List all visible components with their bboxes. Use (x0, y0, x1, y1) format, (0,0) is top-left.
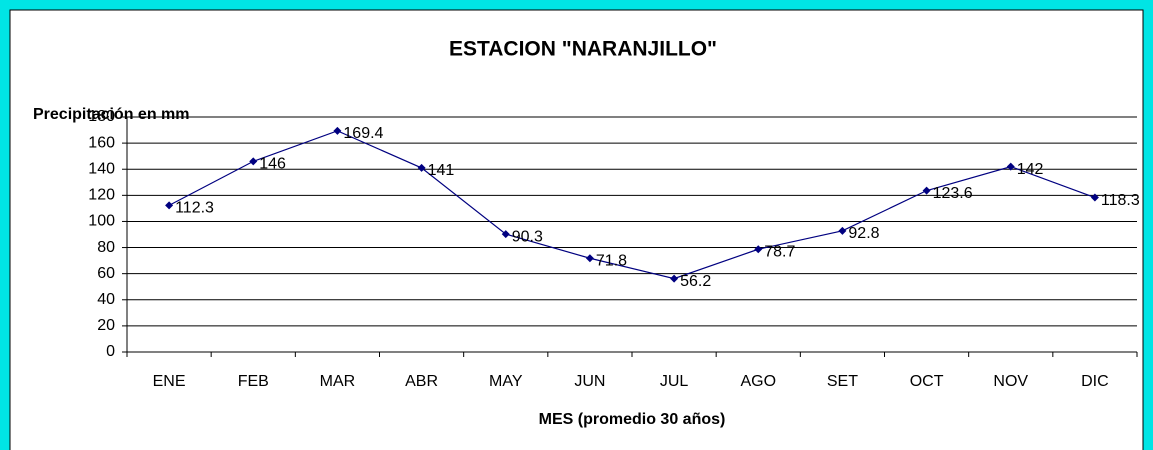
chart-area (9, 9, 1144, 450)
x-tick-label: AGO (740, 373, 776, 390)
x-axis-label: MES (promedio 30 años) (539, 411, 726, 428)
y-tick-label: 40 (97, 291, 115, 308)
y-tick-label: 80 (97, 239, 115, 256)
x-tick-label: FEB (238, 373, 269, 390)
x-tick-label: OCT (910, 373, 944, 390)
x-tick-label: MAY (489, 373, 523, 390)
x-tick-label: MAR (320, 373, 356, 390)
line (168, 130, 1096, 280)
data-label: 92.8 (848, 225, 879, 242)
x-tick-label: JUL (660, 373, 689, 390)
marker (417, 163, 426, 172)
marker (585, 254, 594, 263)
marker (838, 226, 847, 235)
x-tick-label: ENE (153, 373, 186, 390)
x-tick-label: NOV (993, 373, 1028, 390)
marker (333, 126, 342, 135)
y-tick-label: 160 (88, 134, 115, 151)
marker (670, 274, 679, 283)
data-label: 142 (1017, 161, 1044, 178)
y-tick-label: 60 (97, 265, 115, 282)
y-tick-label: 140 (88, 160, 115, 177)
data-label: 112.3 (175, 200, 214, 217)
marker (249, 157, 258, 166)
data-label: 146 (259, 156, 286, 173)
y-tick-label: 0 (106, 343, 115, 360)
x-tick-label: ABR (405, 373, 438, 390)
data-label: 141 (428, 162, 455, 179)
data-label: 169.4 (343, 125, 383, 142)
data-label: 123.6 (933, 185, 973, 202)
x-tick-label: DIC (1081, 373, 1109, 390)
y-tick-label: 100 (88, 213, 115, 230)
data-label: 56.2 (680, 273, 711, 290)
y-axis-label: Precipitación en mm (33, 106, 190, 123)
y-tick-label: 20 (97, 317, 115, 334)
data-label: 71.8 (596, 252, 627, 269)
x-tick-label: JUN (574, 373, 605, 390)
x-tick-label: SET (827, 373, 858, 390)
marker (1006, 162, 1015, 171)
marker (165, 201, 174, 210)
marker (501, 230, 510, 239)
y-tick-label: 120 (88, 187, 115, 204)
y-tick-label: 180 (88, 108, 115, 125)
marker (922, 186, 931, 195)
marker (754, 245, 763, 254)
data-label: 90.3 (512, 228, 543, 245)
marker (1090, 193, 1099, 202)
chart-title: ESTACION "NARANJILLO" (449, 38, 717, 61)
data-label: 118.3 (1101, 192, 1140, 209)
data-label: 78.7 (764, 243, 795, 260)
